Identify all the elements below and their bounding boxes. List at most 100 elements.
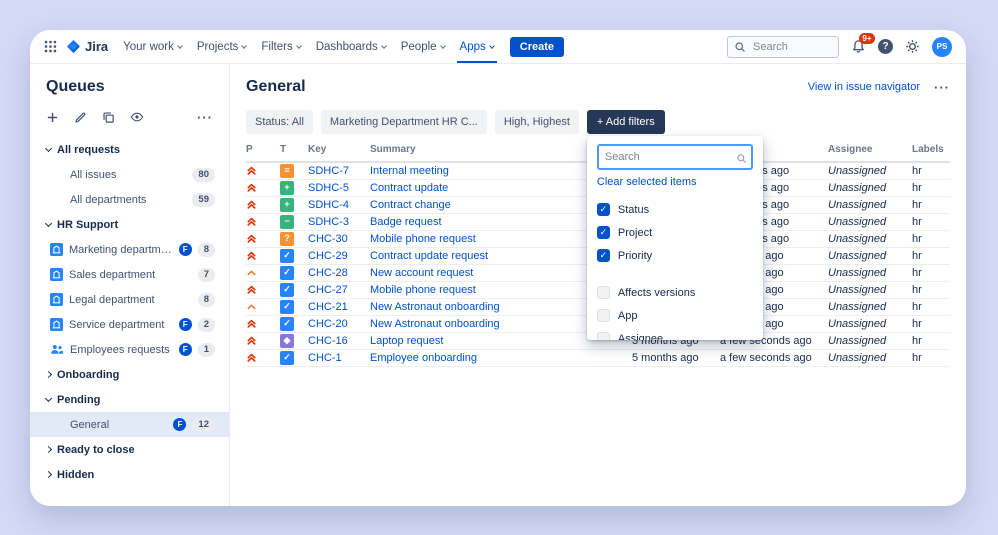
favorite-badge: F bbox=[173, 418, 187, 431]
issue-summary-link[interactable]: Contract update bbox=[370, 181, 449, 194]
view-in-issue-navigator-link[interactable]: View in issue navigator bbox=[807, 81, 920, 93]
global-search-input[interactable] bbox=[751, 39, 832, 54]
assignee-cell: Unassigned bbox=[828, 332, 912, 350]
sidebar-tree-item[interactable]: General F 12 bbox=[30, 412, 229, 437]
column-header[interactable]: Labels bbox=[912, 142, 950, 163]
clear-selected-items-link[interactable]: Clear selected items bbox=[596, 176, 697, 188]
filter-option[interactable]: Project bbox=[596, 221, 753, 244]
sidebar-tree-item[interactable]: Hidden bbox=[30, 462, 229, 487]
chevron-right-icon bbox=[44, 370, 53, 379]
issue-summary-link[interactable]: New Astronaut onboarding bbox=[370, 300, 500, 313]
nav-item[interactable]: People bbox=[398, 30, 448, 63]
app-switcher-icon[interactable] bbox=[44, 40, 57, 53]
issue-key-link[interactable]: CHC-16 bbox=[308, 334, 348, 347]
sidebar-tree-item[interactable]: All requests bbox=[30, 137, 229, 162]
issue-summary-link[interactable]: New account request bbox=[370, 266, 474, 279]
sidebar-tree-item[interactable]: Sales department 7 bbox=[30, 262, 229, 287]
nav-item[interactable]: Dashboards bbox=[313, 30, 389, 63]
checkbox[interactable] bbox=[596, 332, 610, 340]
add-queue-icon[interactable] bbox=[46, 111, 59, 124]
sidebar-tree-item[interactable]: HR Support bbox=[30, 212, 229, 237]
issue-key-link[interactable]: SDHC-3 bbox=[308, 215, 349, 228]
notifications-button[interactable]: 9+ bbox=[851, 33, 875, 54]
checkbox[interactable] bbox=[596, 286, 610, 299]
issue-key-link[interactable]: SDHC-4 bbox=[308, 198, 349, 211]
profile-avatar[interactable]: PS bbox=[932, 36, 952, 57]
assignee-cell: Unassigned bbox=[828, 179, 912, 197]
filter-chip[interactable]: Status: All bbox=[246, 110, 313, 134]
issue-summary-link[interactable]: Mobile phone request bbox=[370, 283, 476, 296]
issue-summary-link[interactable]: Badge request bbox=[370, 215, 442, 228]
issue-key-link[interactable]: SDHC-7 bbox=[308, 164, 349, 177]
sidebar-tree-item[interactable]: Legal department 8 bbox=[30, 287, 229, 312]
nav-item[interactable]: Your work bbox=[120, 30, 185, 63]
filter-option[interactable]: Priority bbox=[596, 244, 753, 267]
labels-cell: hr bbox=[912, 196, 950, 214]
issue-summary-link[interactable]: Internal meeting bbox=[370, 164, 449, 177]
column-header[interactable]: Key bbox=[308, 142, 370, 163]
issue-key-link[interactable]: CHC-21 bbox=[308, 300, 348, 313]
sidebar-tree-item[interactable]: Service department F 2 bbox=[30, 312, 229, 337]
filter-chip[interactable]: High, Highest bbox=[494, 110, 579, 134]
sidebar-tree-item[interactable]: Ready to close bbox=[30, 437, 229, 462]
issue-summary-link[interactable]: Mobile phone request bbox=[370, 232, 476, 245]
column-header[interactable]: P bbox=[246, 142, 280, 163]
count-badge: 8 bbox=[197, 242, 215, 257]
filter-option[interactable]: App bbox=[596, 304, 753, 327]
edit-pencil-icon[interactable] bbox=[74, 111, 87, 124]
jira-logo[interactable]: Jira bbox=[66, 39, 108, 54]
priority-highest-icon bbox=[246, 233, 257, 244]
issue-summary-link[interactable]: New Astronaut onboarding bbox=[370, 317, 500, 330]
issue-key-link[interactable]: CHC-20 bbox=[308, 317, 348, 330]
nav-item[interactable]: Filters bbox=[258, 30, 303, 63]
filter-option[interactable]: Status bbox=[596, 198, 753, 221]
column-header[interactable]: Assignee bbox=[828, 142, 912, 163]
nav-item[interactable]: Projects bbox=[194, 30, 250, 63]
column-header[interactable]: T bbox=[280, 142, 308, 163]
filter-search-input[interactable] bbox=[596, 144, 753, 170]
queue-more-icon[interactable] bbox=[934, 81, 950, 94]
nav-item[interactable]: Apps bbox=[456, 30, 497, 63]
issue-row[interactable]: + SDHC-5 Contract update 2 minutes ago U… bbox=[246, 179, 950, 197]
issue-row[interactable]: ✓ CHC-1 Employee onboarding 5 months ago… bbox=[246, 349, 950, 367]
filter-option[interactable]: Affects versions bbox=[596, 281, 753, 304]
filter-chip[interactable]: Marketing Department HR C... bbox=[320, 110, 487, 134]
sidebar-tree-item[interactable]: Marketing department F 8 bbox=[30, 237, 229, 262]
global-search[interactable] bbox=[727, 35, 839, 58]
watch-eye-icon[interactable] bbox=[130, 110, 144, 124]
issue-key-link[interactable]: CHC-29 bbox=[308, 249, 348, 262]
filter-option[interactable]: Assignee bbox=[596, 327, 753, 340]
checkbox[interactable] bbox=[596, 309, 610, 322]
sidebar-tree-item[interactable]: All issues 80 bbox=[30, 162, 229, 187]
issue-key-link[interactable]: CHC-28 bbox=[308, 266, 348, 279]
copy-icon[interactable] bbox=[102, 111, 115, 124]
sidebar-tree-item[interactable]: All departments 59 bbox=[30, 187, 229, 212]
help-icon[interactable] bbox=[878, 39, 893, 54]
issue-summary-link[interactable]: Contract change bbox=[370, 198, 451, 211]
issue-row[interactable]: + SDHC-4 Contract change 2 minutes ago U… bbox=[246, 196, 950, 214]
settings-gear-icon[interactable] bbox=[905, 39, 920, 54]
issue-summary-link[interactable]: Employee onboarding bbox=[370, 351, 478, 364]
sidebar-tree-item[interactable]: Onboarding bbox=[30, 362, 229, 387]
issue-summary-link[interactable]: Contract update request bbox=[370, 249, 489, 262]
sidebar-tree-item[interactable]: Employees requests F 1 bbox=[30, 337, 229, 362]
checkbox[interactable] bbox=[596, 249, 610, 262]
issue-key-link[interactable]: SDHC-5 bbox=[308, 181, 349, 194]
sidebar-tree-item[interactable]: Pending bbox=[30, 387, 229, 412]
add-filters-button[interactable]: + Add filters bbox=[586, 110, 665, 134]
issue-key-link[interactable]: CHC-1 bbox=[308, 351, 342, 364]
sidebar-more-icon[interactable] bbox=[197, 111, 213, 124]
checkbox[interactable] bbox=[596, 203, 610, 216]
column-header[interactable]: Summary bbox=[370, 142, 632, 163]
issue-summary-link[interactable]: Laptop request bbox=[370, 334, 444, 347]
create-button[interactable]: Create bbox=[509, 36, 565, 57]
issue-row[interactable]: ◆ CHC-16 Laptop request 3 months ago a f… bbox=[246, 332, 950, 350]
checkbox[interactable] bbox=[596, 226, 610, 239]
issue-key-link[interactable]: CHC-30 bbox=[308, 232, 348, 245]
department-icon bbox=[50, 293, 63, 306]
topnav-right-cluster: 9+ PS bbox=[727, 33, 952, 58]
sidebar-title: Queues bbox=[46, 78, 105, 95]
priority-highest-icon bbox=[246, 165, 257, 176]
nav-item-label: Apps bbox=[459, 40, 486, 53]
issue-key-link[interactable]: CHC-27 bbox=[308, 283, 348, 296]
